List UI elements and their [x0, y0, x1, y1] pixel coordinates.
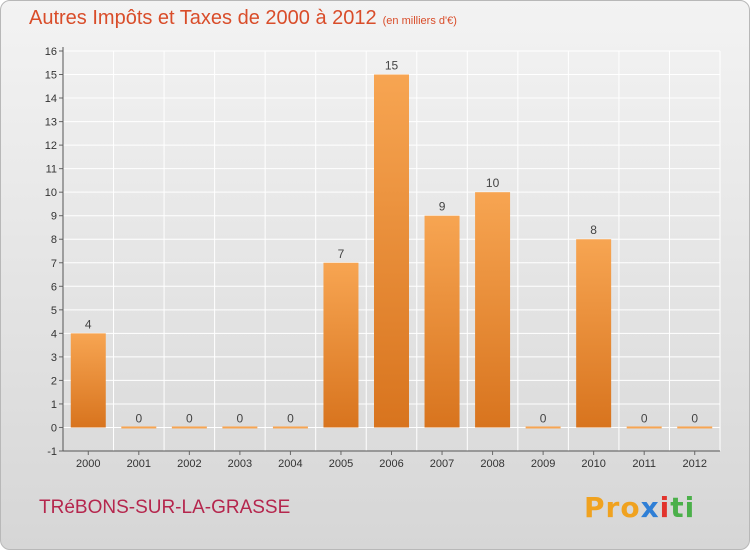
x-tick-label: 2010: [581, 458, 605, 470]
bar: [171, 426, 207, 429]
y-tick-label: 1: [51, 399, 57, 411]
value-label: 9: [439, 200, 446, 214]
logo-part-3: i: [659, 491, 671, 524]
logo-part-4: ti: [670, 491, 696, 524]
value-label: 0: [237, 411, 244, 425]
value-label: 7: [338, 247, 345, 261]
y-tick-label: 16: [45, 46, 57, 58]
x-tick-label: 2000: [76, 458, 100, 470]
x-tick-label: 2008: [480, 458, 504, 470]
x-tick-label: 2007: [430, 458, 454, 470]
value-label: 0: [691, 411, 698, 425]
value-label: 8: [590, 223, 597, 237]
bar: [323, 262, 359, 428]
value-label: 0: [641, 411, 648, 425]
y-tick-label: 11: [46, 164, 57, 176]
value-label: 4: [85, 317, 92, 331]
x-tick-label: 2006: [379, 458, 403, 470]
x-tick-label: 2002: [177, 458, 201, 470]
bar: [525, 426, 561, 429]
logo-part-1: Pro: [584, 491, 641, 524]
y-tick-label: 5: [51, 305, 57, 317]
bar: [374, 74, 409, 428]
y-tick-label: 8: [51, 234, 57, 246]
bar: [475, 192, 511, 428]
y-tick-label: 10: [45, 187, 57, 199]
y-tick-label: 14: [45, 93, 57, 105]
title-text: Autres Impôts et Taxes de 2000 à 2012: [29, 7, 377, 29]
y-tick-label: 9: [51, 211, 57, 223]
y-tick-label: 4: [51, 328, 57, 340]
commune-name: TRéBONS-SUR-LA-GRASSE: [39, 497, 291, 518]
x-tick-label: 2009: [531, 458, 555, 470]
y-tick-label: 15: [45, 70, 57, 82]
bar: [272, 426, 308, 429]
y-tick-label: 12: [45, 140, 57, 152]
y-tick-label: 0: [51, 422, 57, 434]
proxiti-logo: Proxiti: [584, 491, 695, 524]
value-label: 0: [186, 411, 193, 425]
chart-title: Autres Impôts et Taxes de 2000 à 2012 (en…: [29, 7, 457, 30]
x-tick-label: 2001: [127, 458, 151, 470]
bar: [222, 426, 258, 429]
logo-part-2: x: [640, 491, 660, 524]
bar: [626, 426, 662, 429]
value-label: 10: [486, 176, 500, 190]
y-tick-label: -1: [47, 446, 57, 458]
bar: [576, 239, 612, 428]
y-tick-label: 13: [45, 117, 57, 129]
x-tick-label: 2003: [228, 458, 252, 470]
value-label: 0: [540, 411, 547, 425]
y-tick-label: 6: [51, 281, 57, 293]
bar: [424, 215, 460, 428]
bar: [70, 333, 106, 428]
unit-text: (en milliers d'€): [382, 15, 457, 27]
x-tick-label: 2011: [632, 458, 656, 470]
value-label: 15: [385, 59, 399, 73]
value-label: 0: [135, 411, 142, 425]
value-label: 0: [287, 411, 294, 425]
y-tick-label: 2: [51, 375, 57, 387]
y-tick-label: 3: [51, 352, 57, 364]
x-tick-label: 2012: [682, 458, 706, 470]
x-tick-label: 2004: [278, 458, 302, 470]
bar: [121, 426, 157, 429]
bar: [677, 426, 713, 429]
y-tick-label: 7: [51, 258, 57, 270]
x-tick-label: 2005: [329, 458, 353, 470]
